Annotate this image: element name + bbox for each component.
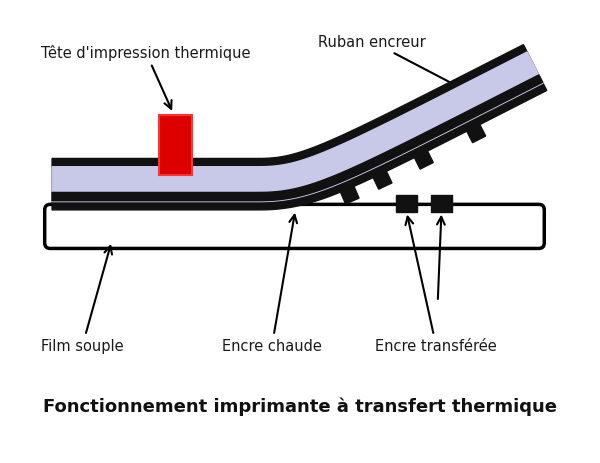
Polygon shape <box>52 76 542 201</box>
Bar <box>160 116 191 175</box>
Polygon shape <box>415 152 433 170</box>
Text: Ruban encreur: Ruban encreur <box>319 35 470 94</box>
Polygon shape <box>52 45 547 210</box>
Text: Encre chaude: Encre chaude <box>222 215 322 354</box>
Polygon shape <box>52 53 543 202</box>
FancyBboxPatch shape <box>45 205 544 249</box>
Text: Tête d'impression thermique: Tête d'impression thermique <box>41 45 251 110</box>
Text: Encre transférée: Encre transférée <box>376 217 497 354</box>
Bar <box>397 196 416 212</box>
Polygon shape <box>467 125 485 144</box>
Text: Film souple: Film souple <box>41 246 124 354</box>
Text: Fonctionnement imprimante à transfert thermique: Fonctionnement imprimante à transfert th… <box>43 396 557 415</box>
Polygon shape <box>340 187 359 205</box>
Bar <box>431 196 452 212</box>
Polygon shape <box>373 172 392 190</box>
